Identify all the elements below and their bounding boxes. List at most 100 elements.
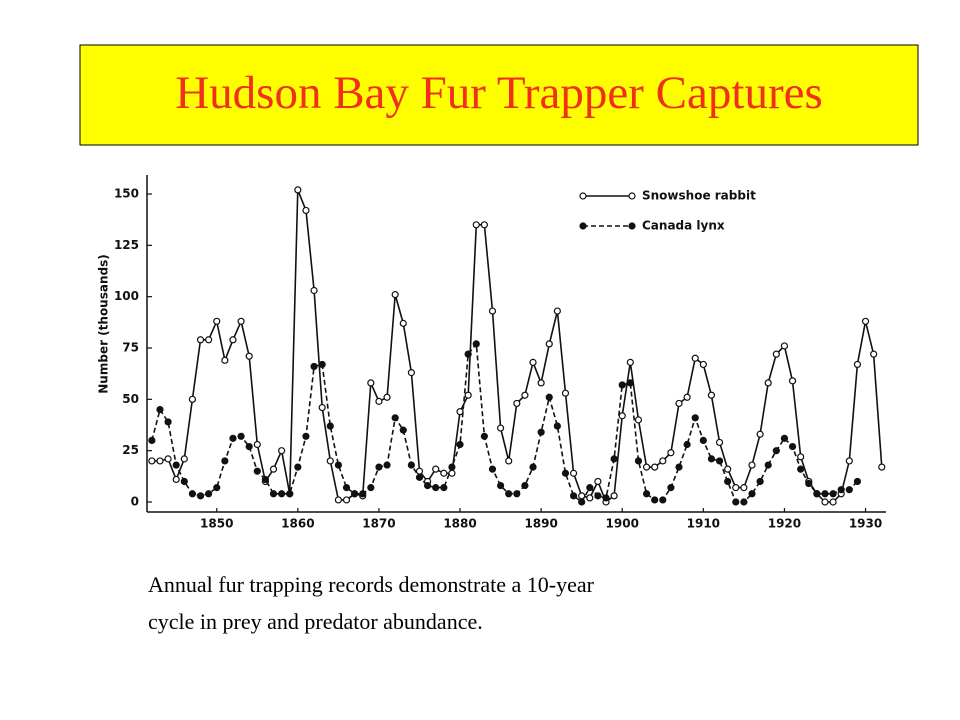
x-tick-label: 1900: [606, 517, 639, 531]
x-tick-label: 1850: [200, 517, 233, 531]
data-point: [651, 463, 659, 471]
data-point: [813, 490, 821, 498]
data-point: [829, 490, 837, 498]
data-point: [545, 340, 553, 348]
data-point: [610, 492, 618, 500]
data-point: [245, 352, 253, 360]
data-point: [537, 428, 545, 436]
data-point: [780, 342, 789, 350]
data-point: [310, 286, 318, 295]
data-point: [351, 490, 359, 498]
data-point: [594, 492, 602, 500]
data-point: [740, 484, 748, 492]
data-point: [407, 369, 415, 377]
data-point: [148, 457, 156, 465]
data-point: [440, 484, 448, 492]
data-point: [318, 403, 326, 412]
x-tick-label: 1860: [281, 517, 314, 531]
data-point: [521, 481, 529, 490]
data-point: [545, 393, 553, 401]
data-point: [513, 490, 521, 498]
data-point: [618, 412, 626, 420]
data-point: [788, 442, 797, 451]
data-point: [691, 414, 699, 422]
data-point: [748, 490, 756, 498]
data-point: [732, 498, 740, 506]
data-point: [683, 393, 691, 401]
data-point: [472, 221, 480, 229]
data-point: [529, 463, 537, 471]
x-tick-label: 1890: [524, 517, 557, 531]
data-point: [302, 206, 310, 215]
data-point: [829, 498, 837, 506]
data-point: [667, 484, 675, 492]
data-point: [278, 447, 286, 455]
data-point: [683, 440, 691, 449]
data-point: [464, 350, 472, 358]
data-point: [375, 397, 383, 405]
data-point: [561, 469, 570, 477]
data-point: [237, 317, 245, 325]
data-point: [221, 356, 229, 364]
data-point: [505, 457, 513, 465]
x-tick-label: 1930: [849, 517, 882, 531]
data-point: [878, 463, 886, 471]
y-tick-label: 25: [122, 443, 139, 457]
data-point: [480, 221, 488, 229]
data-point: [797, 453, 805, 461]
data-point: [261, 475, 270, 484]
data-point: [861, 317, 870, 325]
data-point: [618, 381, 626, 389]
y-tick-label: 0: [131, 495, 139, 509]
data-point: [229, 336, 237, 344]
data-point: [537, 379, 545, 387]
data-point: [870, 350, 878, 358]
data-point: [699, 436, 707, 444]
data-point: [375, 463, 383, 471]
data-point: [464, 391, 472, 399]
data-point: [205, 336, 213, 344]
data-point: [415, 473, 424, 481]
data-point: [326, 457, 334, 465]
data-point: [391, 414, 399, 422]
data-point: [383, 461, 391, 469]
data-point: [821, 498, 829, 506]
data-point: [391, 291, 399, 299]
data-point: [432, 465, 440, 473]
data-point: [334, 496, 342, 504]
data-point: [229, 434, 237, 442]
data-point: [188, 395, 197, 403]
data-point: [853, 477, 862, 486]
legend-label: Snowshoe rabbit: [642, 189, 756, 203]
data-point: [294, 463, 302, 471]
data-point: [172, 461, 180, 469]
y-tick-label: 150: [114, 187, 139, 201]
data-point: [634, 416, 643, 424]
chart-title: Hudson Bay Fur Trapper Captures: [175, 67, 823, 119]
data-point: [424, 481, 432, 490]
data-point: [237, 432, 245, 440]
data-point: [383, 393, 391, 401]
data-point: [805, 479, 813, 488]
data-point: [213, 484, 221, 492]
data-point: [821, 490, 829, 498]
data-point: [302, 432, 310, 440]
data-point: [797, 465, 805, 473]
x-tick-label: 1920: [768, 517, 801, 531]
data-point: [594, 477, 602, 486]
legend-marker: [628, 222, 636, 230]
data-point: [448, 463, 456, 471]
data-point: [553, 422, 561, 430]
data-point: [196, 336, 205, 344]
data-point: [278, 490, 286, 498]
data-point: [715, 438, 724, 447]
data-point: [675, 399, 683, 408]
data-point: [845, 457, 853, 465]
data-point: [569, 492, 578, 500]
data-point: [756, 430, 764, 438]
data-point: [788, 377, 797, 385]
data-point: [837, 486, 845, 494]
data-point: [180, 477, 188, 486]
data-point: [626, 358, 634, 366]
data-point: [310, 362, 318, 371]
